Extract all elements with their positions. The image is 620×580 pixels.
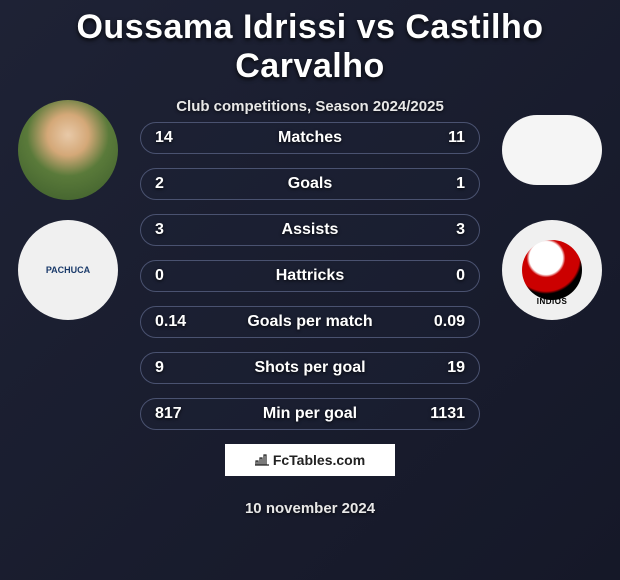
stat-label: Matches [205, 129, 415, 147]
footer-date: 10 november 2024 [245, 500, 375, 517]
footer-logo: FcTables.com [225, 444, 395, 476]
stat-right-value: 1131 [415, 405, 465, 423]
stat-left-value: 2 [155, 175, 205, 193]
player-right-club-badge: INDIOS [502, 220, 602, 320]
stat-left-value: 0 [155, 267, 205, 285]
player-left-club-label: PACHUCA [46, 265, 90, 275]
left-column: PACHUCA [8, 100, 128, 320]
stat-right-value: 11 [415, 129, 465, 147]
soccer-ball-icon [522, 240, 582, 300]
stat-label: Hattricks [205, 267, 415, 285]
stat-right-value: 19 [415, 359, 465, 377]
stat-label: Goals [205, 175, 415, 193]
stat-right-value: 0 [415, 267, 465, 285]
stat-label: Goals per match [205, 313, 415, 331]
stat-right-value: 3 [415, 221, 465, 239]
footer-logo-text: FcTables.com [273, 452, 365, 468]
stat-label: Shots per goal [205, 359, 415, 377]
player-left-club-badge: PACHUCA [18, 220, 118, 320]
stat-left-value: 14 [155, 129, 205, 147]
stat-left-value: 3 [155, 221, 205, 239]
stat-row: 9Shots per goal19 [140, 352, 480, 384]
stat-left-value: 9 [155, 359, 205, 377]
stat-right-value: 0.09 [415, 313, 465, 331]
player-right-avatar [502, 115, 602, 185]
stat-row: 3Assists3 [140, 214, 480, 246]
player-left-avatar [18, 100, 118, 200]
player-right-club-label: INDIOS [537, 297, 568, 306]
stat-left-value: 0.14 [155, 313, 205, 331]
stat-label: Min per goal [205, 405, 415, 423]
stat-row: 0Hattricks0 [140, 260, 480, 292]
stat-row: 2Goals1 [140, 168, 480, 200]
stat-row: 14Matches11 [140, 122, 480, 154]
stat-left-value: 817 [155, 405, 205, 423]
chart-icon [255, 452, 269, 469]
stat-right-value: 1 [415, 175, 465, 193]
page-title: Oussama Idrissi vs Castilho Carvalho [0, 0, 620, 86]
stat-label: Assists [205, 221, 415, 239]
stats-table: 14Matches11 2Goals1 3Assists3 0Hattricks0 0.… [140, 122, 480, 444]
stat-row: 0.14Goals per match0.09 [140, 306, 480, 338]
stat-row: 817Min per goal1131 [140, 398, 480, 430]
right-column: INDIOS [492, 100, 612, 320]
